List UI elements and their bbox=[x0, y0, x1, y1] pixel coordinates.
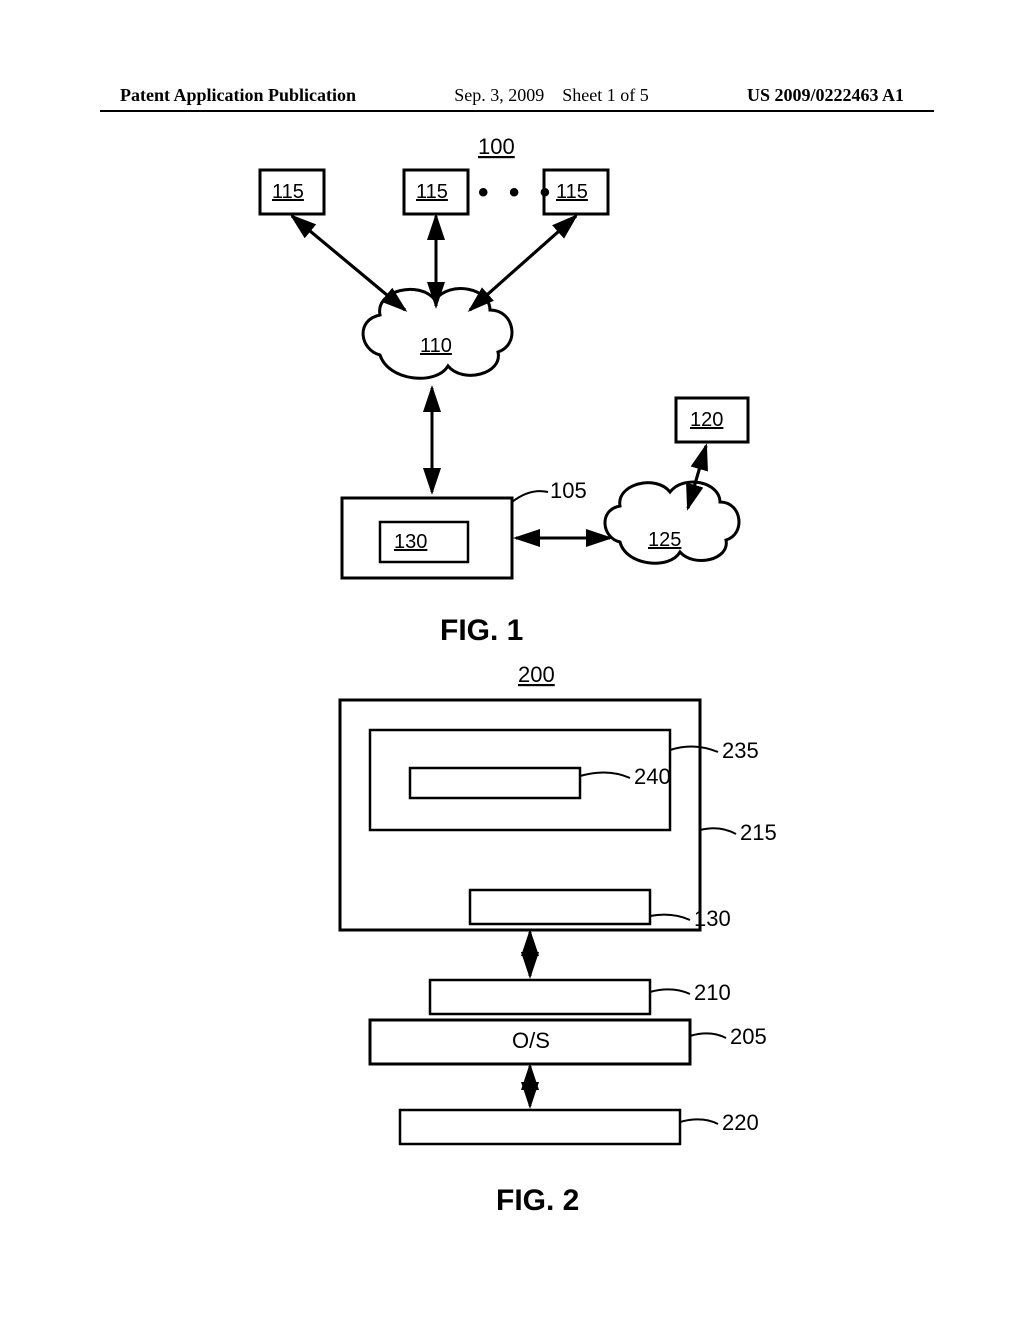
fig1-box2-label: 115 bbox=[416, 181, 448, 203]
fig2-inner1-ref: 235 bbox=[722, 738, 759, 763]
fig2-inner2-box bbox=[410, 768, 580, 798]
fig2-leader-215 bbox=[700, 828, 736, 834]
fig1-host-inner-label: 130 bbox=[394, 531, 427, 553]
fig1-caption: FIG. 1 bbox=[440, 614, 523, 647]
fig1-host-ref: 105 bbox=[550, 478, 587, 503]
header-date: Sep. 3, 2009 bbox=[454, 85, 544, 105]
fig2-bottom-inside-ref: 130 bbox=[694, 906, 731, 931]
header-rule bbox=[100, 110, 934, 112]
fig2-bottom-inside-box bbox=[470, 890, 650, 924]
fig2-outer-box bbox=[340, 700, 700, 930]
fig2-bottom-ref: 220 bbox=[722, 1110, 759, 1135]
fig1: 100 115 115 • • • 115 110 130 105 bbox=[130, 130, 950, 670]
fig1-top-arrows bbox=[292, 216, 576, 310]
header-left: Patent Application Publication bbox=[120, 85, 356, 106]
fig1-ref: 100 bbox=[478, 134, 515, 159]
fig1-cloud-110-label: 110 bbox=[420, 335, 452, 357]
fig1-cloud-110: 110 bbox=[363, 289, 512, 379]
fig1-box-120: 120 bbox=[676, 398, 748, 442]
page-header: Patent Application Publication Sep. 3, 2… bbox=[0, 85, 1024, 106]
fig2-mid-box bbox=[430, 980, 650, 1014]
fig2-os-label: O/S bbox=[512, 1028, 550, 1053]
header-pubno: US 2009/0222463 A1 bbox=[747, 85, 904, 106]
fig1-cloud-125-label: 125 bbox=[648, 529, 681, 551]
fig2-leader-130 bbox=[650, 915, 690, 920]
header-sheet: Sheet 1 of 5 bbox=[562, 85, 648, 105]
fig2-inner1-box bbox=[370, 730, 670, 830]
fig2-ref: 200 bbox=[518, 662, 555, 687]
fig2-caption: FIG. 2 bbox=[496, 1184, 579, 1217]
fig2-leader-210 bbox=[650, 989, 690, 994]
fig2-leader-205 bbox=[690, 1033, 726, 1038]
fig2-mid-ref: 210 bbox=[694, 980, 731, 1005]
fig1-box1-label: 115 bbox=[272, 181, 304, 203]
fig1-top-boxes: 115 115 • • • 115 bbox=[260, 170, 608, 214]
fig2-leader-240 bbox=[580, 772, 630, 778]
fig2: 200 215 235 240 130 210 O/S 205 220 FIG.… bbox=[220, 660, 860, 1240]
fig2-bottom-box bbox=[400, 1110, 680, 1144]
fig1-cloud-125: 125 bbox=[605, 482, 739, 563]
fig2-leader-220 bbox=[680, 1119, 718, 1124]
fig2-inner2-ref: 240 bbox=[634, 764, 671, 789]
fig2-os-ref: 205 bbox=[730, 1024, 767, 1049]
fig1-host: 130 105 bbox=[342, 478, 587, 578]
fig1-box3-label: 115 bbox=[556, 181, 588, 203]
fig2-leader-235 bbox=[670, 746, 718, 752]
fig2-outer-ref: 215 bbox=[740, 820, 777, 845]
fig1-box-120-label: 120 bbox=[690, 409, 723, 431]
